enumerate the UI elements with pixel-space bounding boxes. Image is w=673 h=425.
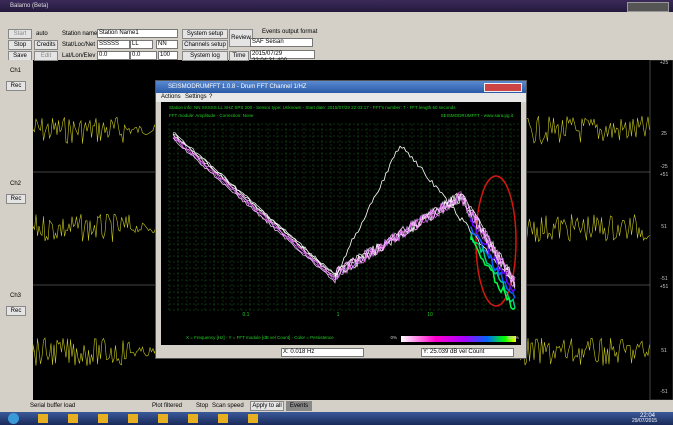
station-name-field[interactable]: Station Name1 bbox=[97, 29, 178, 38]
fft-status: X: 0.018 Hz Y: 25.039 dB vel Count bbox=[156, 345, 526, 358]
stop-button[interactable]: Stop bbox=[8, 40, 32, 50]
rec-button[interactable]: Rec bbox=[6, 81, 26, 91]
x-tick-label: 1 bbox=[337, 312, 340, 318]
fft-brand: SEISMODRUMFFT - www.sara.pg.it bbox=[441, 113, 514, 118]
taskbar: 22:04 29/07/2015 bbox=[0, 412, 673, 425]
label: Lat/Lon/Elev bbox=[62, 53, 95, 59]
window-controls bbox=[627, 2, 669, 12]
taskbar-icons bbox=[38, 414, 268, 423]
menu-item[interactable]: ? bbox=[209, 94, 212, 100]
status-y: Y: 25.039 dB vel Count bbox=[421, 348, 514, 357]
fft-title: SEISMODRUMFFT 1.0.8 - Drum FFT Channel 1… bbox=[168, 84, 306, 90]
fft-plot: Station info: NN SSSSS LL SHZ SPS 200 - … bbox=[161, 102, 521, 345]
scale-label: -25 bbox=[660, 164, 667, 170]
start-button[interactable]: Start bbox=[8, 29, 32, 39]
events-button[interactable]: Events bbox=[286, 401, 312, 411]
rec-button[interactable]: Rec bbox=[6, 194, 26, 204]
events-format-select[interactable]: SAF Seisan bbox=[250, 38, 313, 47]
scale-label: +51 bbox=[660, 172, 669, 178]
plot-filtered-checkbox[interactable]: Plot filtered bbox=[152, 403, 182, 409]
credits-button[interactable]: Credits bbox=[34, 40, 58, 50]
clock-date: 29/07/2015 bbox=[632, 419, 657, 424]
loc-field[interactable]: LL bbox=[130, 40, 153, 49]
screen: Balamo (Beta) Start auto Stop Credits Sa… bbox=[0, 0, 673, 425]
rec-button[interactable]: Rec bbox=[6, 306, 26, 316]
channel-label: Ch1 bbox=[10, 68, 21, 74]
label: Serial buffer load bbox=[30, 403, 75, 409]
scale-label: 51 bbox=[661, 224, 667, 230]
timestamp-field: 2015/07/29 22:04:31.400 bbox=[250, 50, 315, 59]
apply-all-button[interactable]: Apply to all bbox=[250, 401, 284, 411]
label: Station name bbox=[62, 31, 97, 37]
stop-checkbox[interactable]: Stop bbox=[196, 403, 208, 409]
color-bar bbox=[401, 336, 516, 342]
menu-item[interactable]: Settings bbox=[185, 94, 207, 100]
fft-window: SEISMODRUMFFT 1.0.8 - Drum FFT Channel 1… bbox=[155, 80, 527, 359]
bottom-bar: Serial buffer load Plot filtered Stop Sc… bbox=[0, 400, 673, 412]
fft-title-bar: SEISMODRUMFFT 1.0.8 - Drum FFT Channel 1… bbox=[156, 81, 526, 93]
fft-legend: X = Frequency [Hz] - Y = FFT module [dB … bbox=[186, 335, 334, 340]
color-min: 0% bbox=[390, 335, 397, 340]
channel-panel bbox=[0, 60, 33, 400]
net-field[interactable]: NN bbox=[156, 40, 178, 49]
channels-setup-button[interactable]: Channels setup bbox=[182, 40, 228, 50]
window-controls bbox=[484, 83, 522, 92]
start-orb[interactable] bbox=[8, 413, 19, 424]
label: Scan speed bbox=[212, 403, 244, 409]
scale-label: 51 bbox=[661, 348, 667, 354]
label: Events output format bbox=[262, 29, 317, 35]
scale-label: +25 bbox=[660, 60, 669, 66]
fft-info: Station info: NN SSSSS LL SHZ SPS 200 - … bbox=[169, 105, 456, 110]
elev-field[interactable]: 100 bbox=[158, 51, 178, 60]
lon-field[interactable]: 0.0 bbox=[130, 51, 157, 60]
channel-label: Ch3 bbox=[10, 293, 21, 299]
label: Stat/Loc/Net bbox=[62, 42, 95, 48]
scale-label: +51 bbox=[660, 284, 669, 290]
lat-field[interactable]: 0.0 bbox=[97, 51, 130, 60]
fft-menu: Actions Settings? bbox=[156, 93, 526, 102]
scale-label: -51 bbox=[660, 389, 667, 395]
menu-item[interactable]: Actions bbox=[161, 94, 181, 100]
auto-checkbox[interactable]: auto bbox=[36, 31, 48, 37]
scale-label: 25 bbox=[661, 131, 667, 137]
fft-module: FFT module: Amplitude - Correction: None bbox=[169, 113, 254, 118]
color-max: 100% bbox=[507, 335, 519, 340]
x-tick-label: 10 bbox=[427, 312, 433, 318]
window-title: Balamo (Beta) bbox=[10, 3, 48, 9]
title-bar: Balamo (Beta) bbox=[0, 0, 673, 12]
x-tick-label: 0.1 bbox=[243, 312, 250, 318]
toolbar: Start auto Stop Credits Save Edit Statio… bbox=[0, 12, 673, 60]
stat-field[interactable]: SSSSS bbox=[97, 40, 130, 49]
scale-label: -51 bbox=[660, 276, 667, 282]
channel-label: Ch2 bbox=[10, 181, 21, 187]
status-x: X: 0.018 Hz bbox=[281, 348, 364, 357]
system-setup-button[interactable]: System setup bbox=[182, 29, 228, 39]
